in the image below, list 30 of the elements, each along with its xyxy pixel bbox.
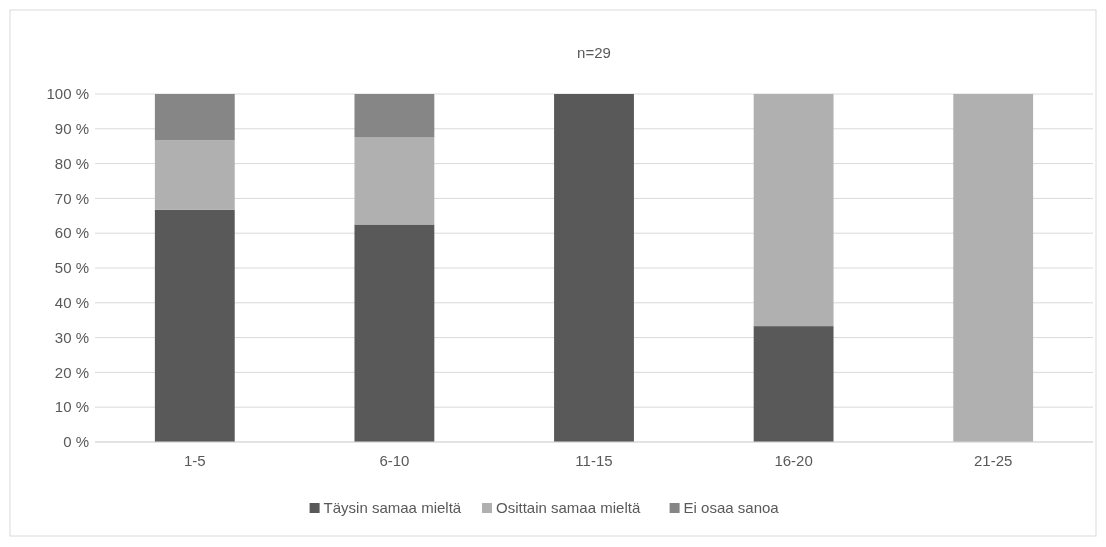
y-tick-label: 0 % xyxy=(63,433,89,451)
y-tick-label: 50 % xyxy=(54,259,89,277)
legend-label: Ei osaa sanoa xyxy=(683,499,780,516)
y-tick-label: 90 % xyxy=(54,120,89,138)
y-tick-label: 80 % xyxy=(54,154,89,172)
legend-label: Täysin samaa mieltä xyxy=(323,499,462,516)
bar xyxy=(753,326,834,442)
chart-title: n=29 xyxy=(577,44,611,61)
bar xyxy=(953,94,1034,442)
bar xyxy=(154,94,235,141)
bar xyxy=(154,209,235,442)
bar xyxy=(753,94,834,327)
bar xyxy=(154,140,235,210)
x-tick-label: 1-5 xyxy=(183,452,206,469)
x-tick-label: 21-25 xyxy=(974,452,1013,469)
y-tick-label: 40 % xyxy=(54,294,89,312)
x-tick-label: 11-15 xyxy=(575,452,613,469)
x-tick-label: 16-20 xyxy=(774,452,813,469)
y-tick-label: 30 % xyxy=(54,328,89,346)
y-tick-label: 100 % xyxy=(46,85,89,103)
y-tick-label: 60 % xyxy=(54,224,89,242)
legend-label: Osittain samaa mieltä xyxy=(496,499,641,516)
y-tick-label: 20 % xyxy=(54,363,89,381)
y-tick-label: 70 % xyxy=(54,189,89,207)
y-tick-label: 10 % xyxy=(54,398,89,416)
bar xyxy=(554,94,634,442)
bar xyxy=(354,137,435,225)
bar xyxy=(354,224,435,442)
bar xyxy=(354,94,435,138)
x-tick-label: 6-10 xyxy=(379,452,410,469)
